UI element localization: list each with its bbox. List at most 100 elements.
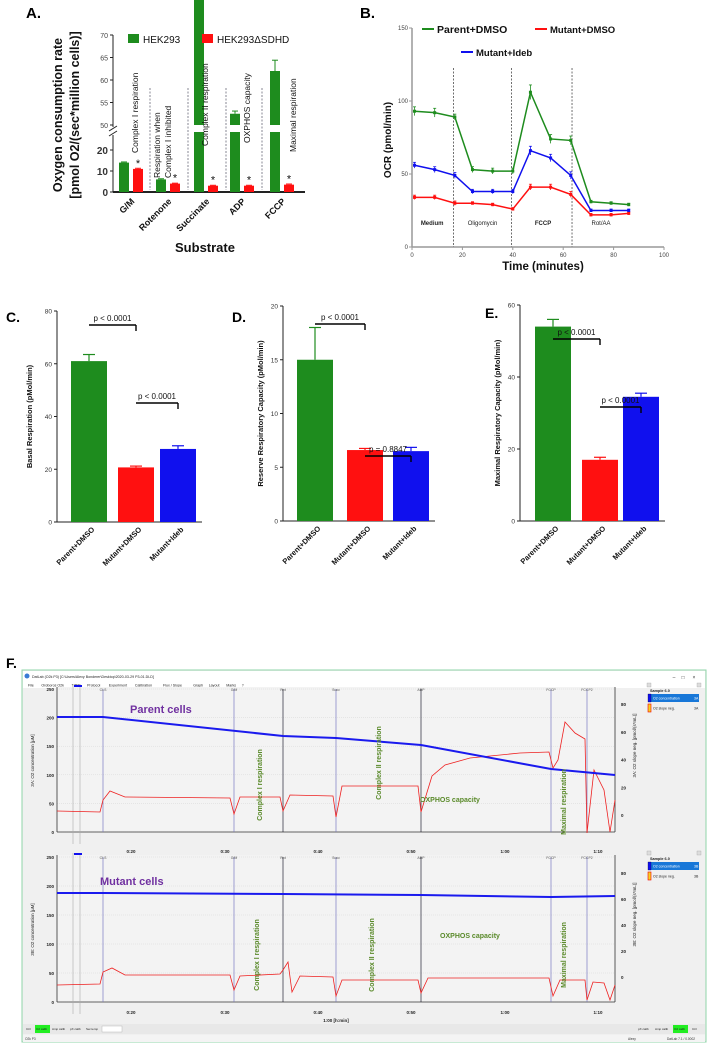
x-tick-label: Rotenone <box>137 196 173 232</box>
right-tick-label: 20 <box>621 785 627 790</box>
panel-e: E. 0 20 40 60 Maximal Respiratory Capacity (p… <box>485 303 665 567</box>
annotation-label: Complex I inhibited <box>163 105 173 178</box>
legend-channel: 3B <box>694 875 699 879</box>
selection-marker[interactable] <box>74 685 82 687</box>
x-tick-label: 0 <box>410 253 414 259</box>
time-tick-label: 1:10 <box>593 849 603 854</box>
left-tick-label: 250 <box>46 855 54 860</box>
data-point-parent-dmso <box>569 138 573 142</box>
title-bar <box>23 671 705 681</box>
status-button[interactable]: O2 calib <box>674 1027 685 1031</box>
x-tick-label: 20 <box>459 253 466 259</box>
y-tick-label: 40 <box>45 414 53 421</box>
time-tick-label: 0:20 <box>126 849 136 854</box>
legend-item-o2-concentration[interactable] <box>648 862 699 870</box>
menu-item-layout[interactable]: Layout <box>209 684 220 688</box>
series-line-mutant-ideb <box>414 149 629 212</box>
menu-item-marks[interactable]: Marks <box>226 684 236 688</box>
p-value-label: p = 0.8847 <box>369 445 408 454</box>
menu-item--[interactable]: ? <box>242 684 244 688</box>
plot-mutant[interactable]: 250 200 150 100 50 0 0 20 40 60 80 0:20 0:30 0:40 0:50… <box>30 850 702 1023</box>
left-tick-label: 0 <box>51 1000 54 1005</box>
right-axis-title: 3B: O2 slope neg. [pmol/(s*mL)] <box>632 882 637 946</box>
menu-item-file[interactable]: File <box>28 684 34 688</box>
x-tick-label: G/M <box>117 196 136 215</box>
x-tick-label: Mutant+DMSO <box>330 524 373 567</box>
plot-parent[interactable]: 250 200 150 100 50 0 0 20 40 60 80 0:20 0:30 0:40 0:50… <box>30 682 702 863</box>
bar-hek293-upper <box>270 71 280 125</box>
data-point-parent-dmso <box>549 137 553 141</box>
window-title: DatLab (O2k P3) [C:\Users\Alexy Bonderer… <box>32 675 154 679</box>
close-button[interactable]: × <box>693 675 696 681</box>
panel-d: D. 0 5 10 15 20 Reserve Respiratory Capacity (… <box>232 304 435 567</box>
data-point-parent-dmso <box>491 169 495 173</box>
status-button[interactable]: Ctrl <box>692 1027 697 1031</box>
x-tick-label: ADP <box>227 196 248 217</box>
y-tick-label: 20 <box>508 447 516 454</box>
y-axis-label: Reserve Respiratory Capacity (pMol/min) <box>256 340 265 487</box>
data-point-mutant-dmso <box>549 185 553 189</box>
plot-title: Mutant cells <box>100 876 164 888</box>
menu-item-oroboros-o2k[interactable]: Oroboros O2k <box>41 684 64 688</box>
right-tick-label: 0 <box>621 813 624 818</box>
legend-item-o2-concentration[interactable] <box>648 694 699 702</box>
channel-color-swatch[interactable] <box>647 703 652 713</box>
scroll-left-button[interactable] <box>646 850 652 856</box>
data-point-parent-dmso <box>528 90 532 94</box>
y-tick-label: 150 <box>398 26 409 32</box>
scroll-right-button[interactable] <box>696 850 702 856</box>
y-tick-label: 5 <box>274 465 278 472</box>
status-button[interactable]: pX calib <box>70 1027 81 1031</box>
data-point-mutant-ideb <box>453 173 457 177</box>
phase-annotation: OXPHOS capacity <box>420 797 480 804</box>
status-button[interactable]: Amp calib <box>655 1027 669 1031</box>
menu-item-experiment[interactable]: Experiment <box>109 684 127 688</box>
event-marker-label: CLS <box>100 688 107 692</box>
data-point-mutant-dmso <box>413 195 417 199</box>
annotation-label: Respiration when <box>152 112 162 178</box>
bar-parent-dmso <box>297 359 333 521</box>
time-tick-label: 1:00 <box>500 849 510 854</box>
right-tick-label: 0 <box>621 975 624 980</box>
maximize-button[interactable]: □ <box>681 675 684 681</box>
legend-swatch-hek293 <box>128 34 139 43</box>
status-button[interactable]: Ctrl <box>26 1027 31 1031</box>
menu-item-protocol[interactable]: Protocol <box>87 684 100 688</box>
ser-temp-input[interactable] <box>101 1025 123 1033</box>
selection-marker[interactable] <box>74 853 82 855</box>
channel-color-swatch[interactable] <box>647 871 652 881</box>
data-point-parent-dmso <box>413 109 417 113</box>
scroll-right-button[interactable] <box>696 682 702 688</box>
time-tick-label: 0:30 <box>220 849 230 854</box>
status-button[interactable]: Amp calib <box>52 1027 66 1031</box>
status-button[interactable]: Ser.temp <box>86 1027 98 1031</box>
y-axis-label: [pmol O2/(sec*million cells)] <box>68 31 82 198</box>
legend-channel: 3B <box>694 865 699 869</box>
legend-label: Mutant+Ideb <box>476 48 532 59</box>
bar-hek293-upper <box>230 113 240 125</box>
menu-item-flux-slope[interactable]: Flux / Slope <box>163 684 182 688</box>
scroll-left-button[interactable] <box>646 682 652 688</box>
y-tick-label: 0 <box>405 245 409 251</box>
data-point-mutant-ideb <box>413 163 417 167</box>
bar-hek293-sdhd <box>244 185 254 192</box>
status-button[interactable]: pX calib <box>638 1027 649 1031</box>
minimize-button[interactable]: – <box>673 675 676 681</box>
y-tick-label: 0 <box>511 519 515 526</box>
status-button[interactable]: O2 calib <box>36 1027 47 1031</box>
legend-swatch-hek293-sdhd <box>202 34 213 43</box>
o2-concentration-trace <box>57 716 616 776</box>
right-tick-label: 60 <box>621 897 627 902</box>
data-point-mutant-dmso <box>609 213 613 217</box>
annotation-label: Maximal respiration <box>288 78 298 152</box>
p-value-label: p < 0.0001 <box>93 314 132 323</box>
event-marker-label: FCCP <box>546 688 556 692</box>
bar-parent-dmso <box>71 361 107 522</box>
time-axis-label: 1:00 [h:min] <box>323 1018 349 1023</box>
right-tick-label: 20 <box>621 949 627 954</box>
menu-item-graph[interactable]: Graph <box>193 684 203 688</box>
menu-item-calibration[interactable]: Calibration <box>135 684 152 688</box>
bar-hek293 <box>156 179 166 192</box>
bar-hek293-lower <box>230 132 240 192</box>
